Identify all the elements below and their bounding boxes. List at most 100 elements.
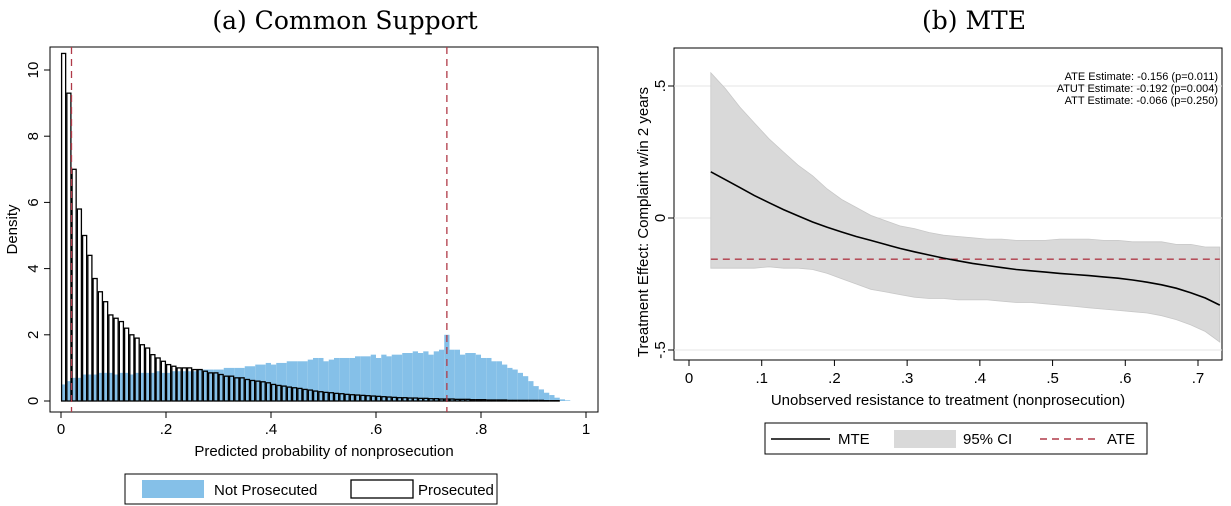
- bar-not-prosecuted: [197, 369, 203, 401]
- legend-swatch-prosecuted: [350, 479, 414, 499]
- bar-not-prosecuted: [328, 359, 334, 401]
- bar-not-prosecuted: [229, 367, 235, 401]
- bar-prosecuted: [402, 397, 408, 402]
- bar-not-prosecuted: [166, 372, 172, 401]
- bar-prosecuted: [176, 367, 182, 402]
- estimate-annotation: ATUT Estimate: -0.192 (p=0.004): [1057, 83, 1218, 95]
- y-tick-label: -.5: [652, 341, 669, 359]
- bar-prosecuted: [433, 398, 440, 402]
- bar-prosecuted: [102, 301, 109, 402]
- bar-prosecuted: [192, 368, 198, 402]
- bar-not-prosecuted: [481, 357, 487, 401]
- bar-prosecuted: [507, 399, 513, 402]
- bar-not-prosecuted: [160, 372, 166, 401]
- bar-not-prosecuted: [129, 374, 135, 401]
- bar-prosecuted: [213, 372, 219, 402]
- y-tick-label: 6: [25, 198, 42, 206]
- bar-not-prosecuted: [82, 374, 88, 401]
- y-tick-label: 10: [25, 62, 42, 79]
- bar-not-prosecuted: [554, 397, 560, 401]
- bar-not-prosecuted: [423, 351, 429, 401]
- bar-not-prosecuted: [528, 381, 534, 401]
- bar-not-prosecuted: [412, 351, 418, 401]
- y-tick-label: 4: [25, 264, 42, 272]
- y-axis-label: Treatment Effect: Complaint w/in 2 years: [635, 87, 652, 357]
- bar-prosecuted: [491, 399, 497, 402]
- bar-not-prosecuted: [402, 353, 408, 401]
- bar-prosecuted: [249, 379, 256, 402]
- bar-not-prosecuted: [517, 372, 523, 401]
- bar-not-prosecuted: [66, 381, 72, 401]
- bar-not-prosecuted: [302, 361, 308, 401]
- estimate-annotation: ATE Estimate: -0.156 (p=0.011): [1065, 71, 1218, 83]
- bar-not-prosecuted: [297, 361, 303, 401]
- bar-not-prosecuted: [171, 371, 177, 401]
- bar-not-prosecuted: [449, 349, 455, 401]
- y-axis-label: Density: [4, 204, 21, 255]
- bar-not-prosecuted: [281, 362, 287, 401]
- bar-not-prosecuted: [407, 353, 413, 401]
- bar-not-prosecuted: [187, 371, 193, 401]
- bar-not-prosecuted: [376, 357, 382, 401]
- bar-not-prosecuted: [87, 374, 93, 401]
- x-tick-label: .1: [755, 370, 768, 387]
- bar-not-prosecuted: [444, 334, 450, 401]
- bar-prosecuted: [349, 394, 356, 402]
- bar-not-prosecuted: [465, 353, 471, 401]
- bar-not-prosecuted: [544, 392, 550, 401]
- bar-not-prosecuted: [475, 354, 481, 401]
- bar-not-prosecuted: [428, 354, 434, 401]
- bar-not-prosecuted: [276, 362, 282, 401]
- x-tick-label: .7: [1192, 370, 1205, 387]
- bar-not-prosecuted: [349, 357, 355, 401]
- bar-prosecuted: [459, 398, 466, 402]
- bar-prosecuted: [370, 395, 377, 402]
- bar-not-prosecuted: [313, 357, 319, 401]
- x-tick-label: .2: [828, 370, 841, 387]
- bar-prosecuted: [92, 277, 98, 402]
- legend-label-ci: 95% CI: [963, 431, 1012, 448]
- bar-prosecuted: [465, 398, 471, 402]
- bar-prosecuted: [165, 363, 172, 402]
- bar-prosecuted: [328, 392, 335, 402]
- bar-prosecuted: [333, 392, 340, 402]
- panel-a-title: (a) Common Support: [212, 6, 478, 35]
- bar-prosecuted: [412, 397, 419, 402]
- bar-not-prosecuted: [108, 372, 114, 401]
- bar-prosecuted: [270, 383, 277, 402]
- mte-line: [710, 171, 1221, 306]
- bar-prosecuted: [407, 397, 413, 402]
- bar-prosecuted: [517, 399, 524, 402]
- bar-prosecuted: [302, 388, 308, 402]
- bar-prosecuted: [113, 317, 119, 402]
- bar-prosecuted: [108, 314, 114, 402]
- y-tick-label: 0: [25, 397, 42, 405]
- bar-not-prosecuted: [260, 364, 266, 401]
- bar-prosecuted: [512, 399, 518, 402]
- bar-not-prosecuted: [365, 356, 371, 401]
- bar-not-prosecuted: [454, 349, 460, 401]
- bar-prosecuted: [97, 291, 104, 402]
- bar-prosecuted: [255, 380, 261, 402]
- y-tick-label: .5: [652, 80, 669, 93]
- bar-prosecuted: [454, 398, 461, 402]
- bar-prosecuted: [286, 386, 293, 402]
- bar-not-prosecuted: [559, 399, 565, 401]
- bar-not-prosecuted: [134, 372, 140, 401]
- x-tick-label: 0: [57, 421, 65, 438]
- bar-not-prosecuted: [103, 372, 109, 401]
- bar-not-prosecuted: [176, 371, 182, 401]
- bar-not-prosecuted: [234, 367, 240, 401]
- bar-not-prosecuted: [339, 357, 345, 401]
- bar-not-prosecuted: [360, 356, 366, 401]
- bar-not-prosecuted: [271, 364, 277, 401]
- bar-prosecuted: [160, 360, 167, 402]
- bar-not-prosecuted: [318, 357, 324, 401]
- bar-not-prosecuted: [512, 369, 518, 401]
- bar-not-prosecuted: [307, 359, 313, 401]
- bar-not-prosecuted: [76, 377, 82, 401]
- bar-prosecuted: [87, 254, 93, 402]
- bar-prosecuted: [260, 381, 266, 402]
- bar-prosecuted: [134, 337, 140, 402]
- legend-label-not-prosecuted: Not Prosecuted: [214, 482, 317, 499]
